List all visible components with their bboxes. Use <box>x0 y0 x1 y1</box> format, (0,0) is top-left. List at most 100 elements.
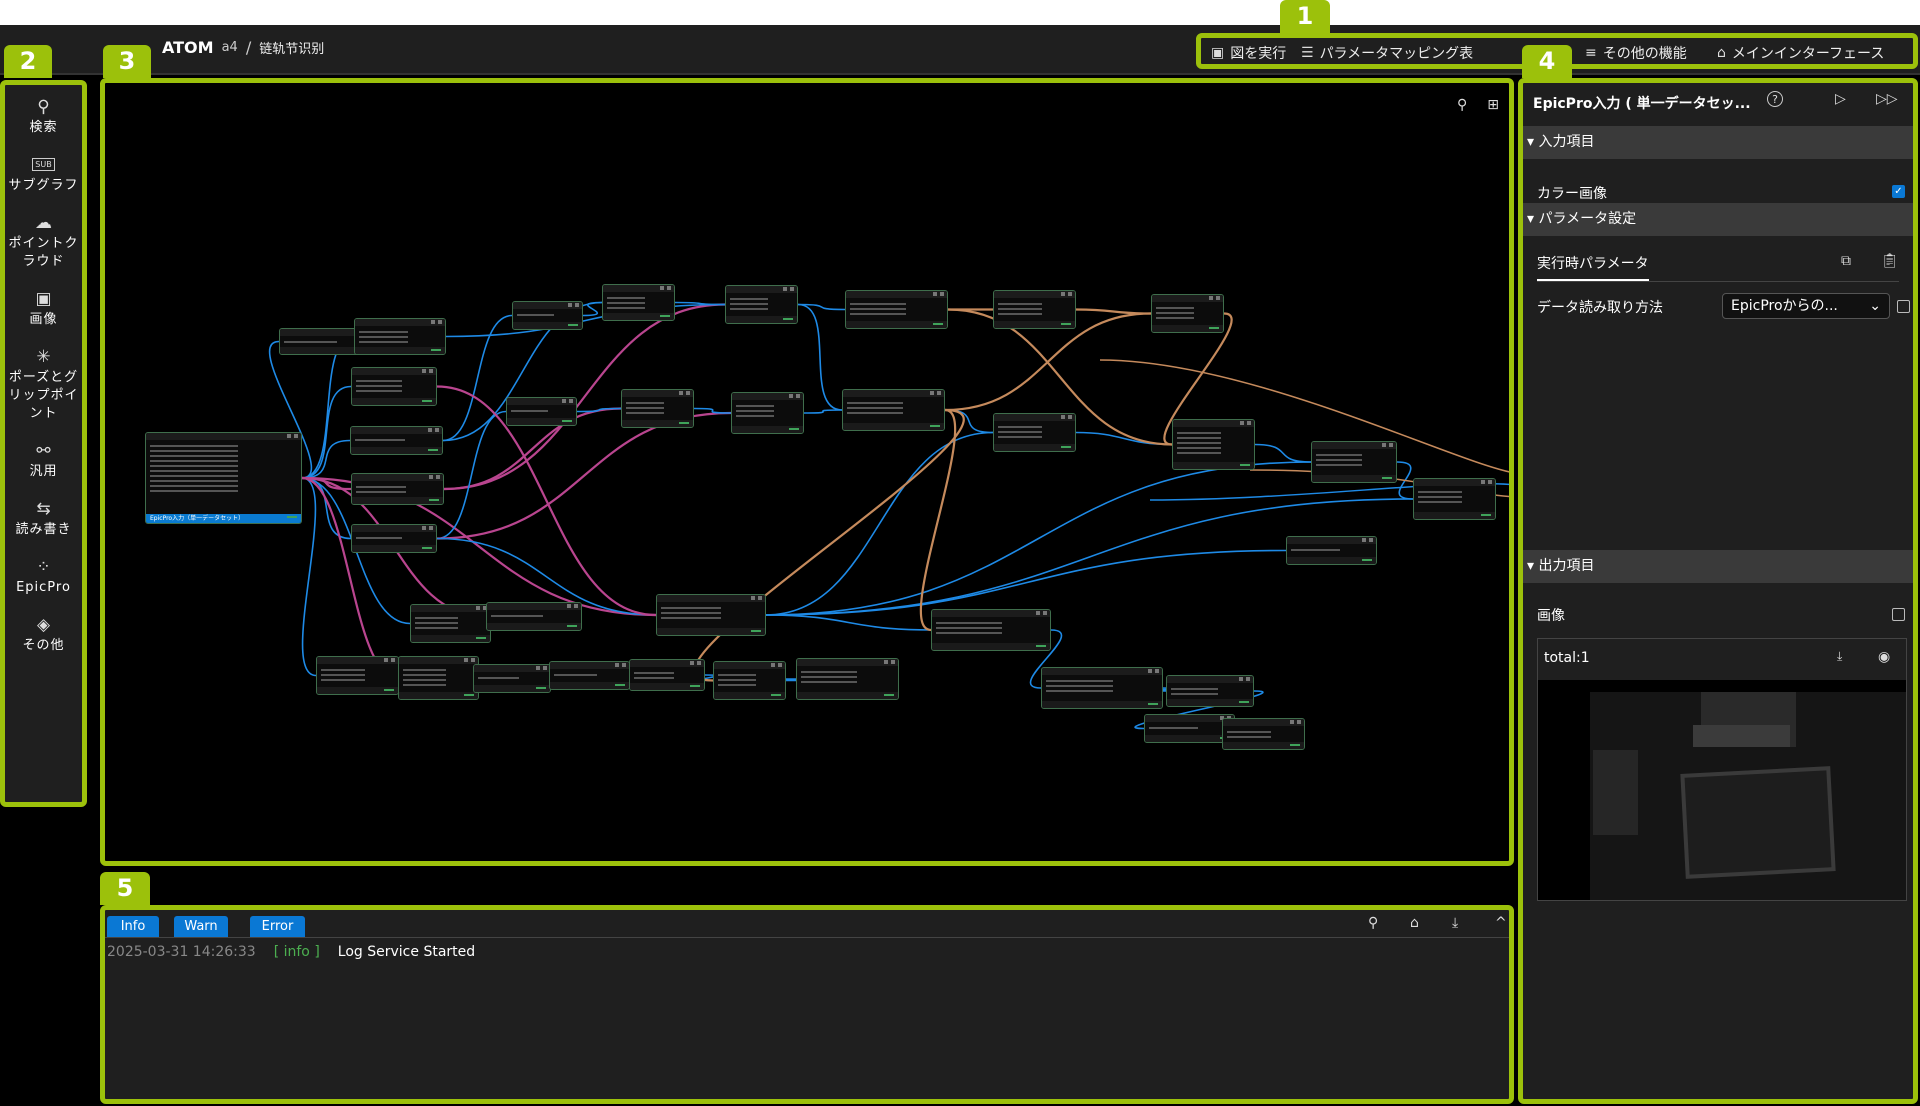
sidebar-item-pose[interactable]: ✳ ポーズとグリップポイント <box>5 345 82 423</box>
graph-edge <box>436 537 657 616</box>
graph-canvas[interactable]: EpicPro入力（単一データセット） ⚲ ⊞ <box>100 78 1514 866</box>
sidebar-item-read-write[interactable]: ⇆ 読み書き <box>5 497 82 539</box>
graph-node[interactable] <box>993 290 1076 329</box>
sidebar-item-search[interactable]: ⚲ 検索 <box>5 95 82 137</box>
output-section-header[interactable]: ▾ 出力項目 <box>1523 550 1913 583</box>
graph-node[interactable] <box>350 426 443 455</box>
other-functions-button[interactable]: ≡ その他の機能 <box>1585 43 1687 63</box>
graph-node[interactable] <box>1166 675 1254 707</box>
param-mapping-button[interactable]: ☰ パラメータマッピング表 <box>1301 43 1473 63</box>
sidebar-item-epicpro[interactable]: ⁘ EpicPro <box>5 555 82 597</box>
graph-node[interactable] <box>549 661 630 690</box>
graph-node[interactable] <box>351 524 437 553</box>
section-title: 出力項目 <box>1538 558 1595 574</box>
annotation-badge-2: 2 <box>4 45 52 78</box>
graph-edge <box>301 477 317 677</box>
graph-node[interactable] <box>731 392 804 434</box>
eye-icon[interactable]: ◉ <box>1878 649 1891 665</box>
run-all-icon[interactable]: ▷▷ <box>1876 91 1898 107</box>
graph-node[interactable] <box>1222 718 1305 750</box>
graph-node[interactable] <box>1286 536 1377 565</box>
graph-node[interactable] <box>1413 478 1496 520</box>
main-interface-button[interactable]: ⌂ メインインターフェース <box>1717 43 1884 63</box>
graph-node[interactable] <box>410 604 491 643</box>
graph-node[interactable] <box>1041 667 1163 709</box>
param-section-header[interactable]: ▾ パラメータ設定 <box>1523 203 1913 236</box>
graph-node[interactable] <box>1144 714 1235 743</box>
divider <box>105 937 1509 938</box>
graph-edge <box>1029 629 1063 689</box>
sidebar-item-subgraph[interactable]: SUB サブグラフ <box>5 153 82 195</box>
graph-node[interactable] <box>473 664 551 693</box>
graph-node[interactable] <box>713 661 786 700</box>
sidebar-item-point-cloud[interactable]: ☁ ポイントクラウド <box>5 211 82 271</box>
graph-node[interactable] <box>398 656 479 700</box>
sidebar-label: ポーズとグリップポイント <box>8 370 79 421</box>
tab-runtime-params[interactable]: 実行時パラメータ <box>1537 256 1649 272</box>
paste-icon[interactable]: 📋︎ <box>1881 253 1899 269</box>
log-tab-error[interactable]: Error <box>250 916 305 937</box>
graph-node[interactable] <box>316 656 399 695</box>
graph-node-selected[interactable]: EpicPro入力（単一データセット） <box>145 432 302 524</box>
project-name[interactable]: 链轨节识别 <box>259 42 325 57</box>
clear-icon[interactable]: ⌂ <box>1410 915 1419 931</box>
sidebar-label: EpicPro <box>16 580 71 595</box>
graph-edge <box>443 407 622 491</box>
graph-edge <box>576 407 622 413</box>
sidebar-label: 読み書き <box>15 522 72 537</box>
graph-edge <box>301 476 352 491</box>
read-method-select[interactable]: EpicProからの... ⌄ <box>1722 293 1890 319</box>
sidebar-item-image[interactable]: ▣ 画像 <box>5 287 82 329</box>
graph-node[interactable] <box>656 594 766 636</box>
graph-node[interactable] <box>486 602 582 631</box>
log-tab-info[interactable]: Info <box>107 916 159 937</box>
graph-edge <box>797 303 843 411</box>
search-icon[interactable]: ⚲ <box>1457 97 1468 113</box>
graph-node[interactable] <box>845 290 948 329</box>
download-icon[interactable]: ⤓ <box>1837 649 1843 663</box>
image-output-checkbox[interactable] <box>1892 608 1905 621</box>
graph-node[interactable] <box>354 318 446 355</box>
param-mapping-label: パラメータマッピング表 <box>1319 46 1474 62</box>
help-icon[interactable]: ? <box>1767 91 1783 107</box>
graph-edge <box>765 431 994 616</box>
collapse-icon[interactable]: ^ <box>1495 915 1507 931</box>
graph-node[interactable] <box>993 413 1076 452</box>
read-method-checkbox[interactable] <box>1897 300 1910 313</box>
graph-node[interactable] <box>931 609 1051 651</box>
graph-node[interactable] <box>351 367 437 406</box>
graph-node[interactable] <box>796 658 899 700</box>
image-count: total:1 <box>1544 650 1590 666</box>
graph-node[interactable] <box>602 284 675 321</box>
run-node-icon[interactable]: ▷ <box>1835 91 1846 107</box>
graph-edge <box>765 549 1287 616</box>
sidebar-item-general[interactable]: ⚯ 汎用 <box>5 439 82 481</box>
sidebar-item-other[interactable]: ◈ その他 <box>5 613 82 655</box>
image-preview-card: total:1 ⤓ ◉ <box>1537 638 1907 901</box>
search-icon[interactable]: ⚲ <box>1368 915 1379 931</box>
graph-node[interactable] <box>351 473 444 505</box>
graph-node[interactable] <box>512 301 583 330</box>
main-interface-label: メインインターフェース <box>1731 46 1885 62</box>
graph-node[interactable] <box>725 285 798 324</box>
graph-node[interactable] <box>1151 294 1224 333</box>
graph-node[interactable] <box>1311 441 1397 483</box>
graph-node[interactable] <box>506 397 577 426</box>
graph-node[interactable] <box>621 389 694 428</box>
graph-edge <box>301 439 351 479</box>
graph-edge <box>301 477 352 540</box>
image-preview[interactable] <box>1538 680 1906 900</box>
log-tab-warn[interactable]: Warn <box>174 916 228 937</box>
color-image-checkbox[interactable]: ✓ <box>1892 185 1905 198</box>
run-graph-button[interactable]: ▣ 図を実行 <box>1211 43 1286 63</box>
sidebar-label: その他 <box>22 638 65 653</box>
graph-node[interactable] <box>842 389 945 431</box>
grid-icon: ⁘ <box>36 557 51 577</box>
input-section-header[interactable]: ▾ 入力項目 <box>1523 126 1913 159</box>
annotation-badge-3: 3 <box>103 45 151 78</box>
fit-view-icon[interactable]: ⊞ <box>1487 97 1499 113</box>
graph-node[interactable] <box>1172 419 1255 470</box>
download-icon[interactable]: ⤓ <box>1452 915 1459 931</box>
graph-node[interactable] <box>629 659 705 691</box>
copy-icon[interactable]: ⧉ <box>1841 253 1851 269</box>
